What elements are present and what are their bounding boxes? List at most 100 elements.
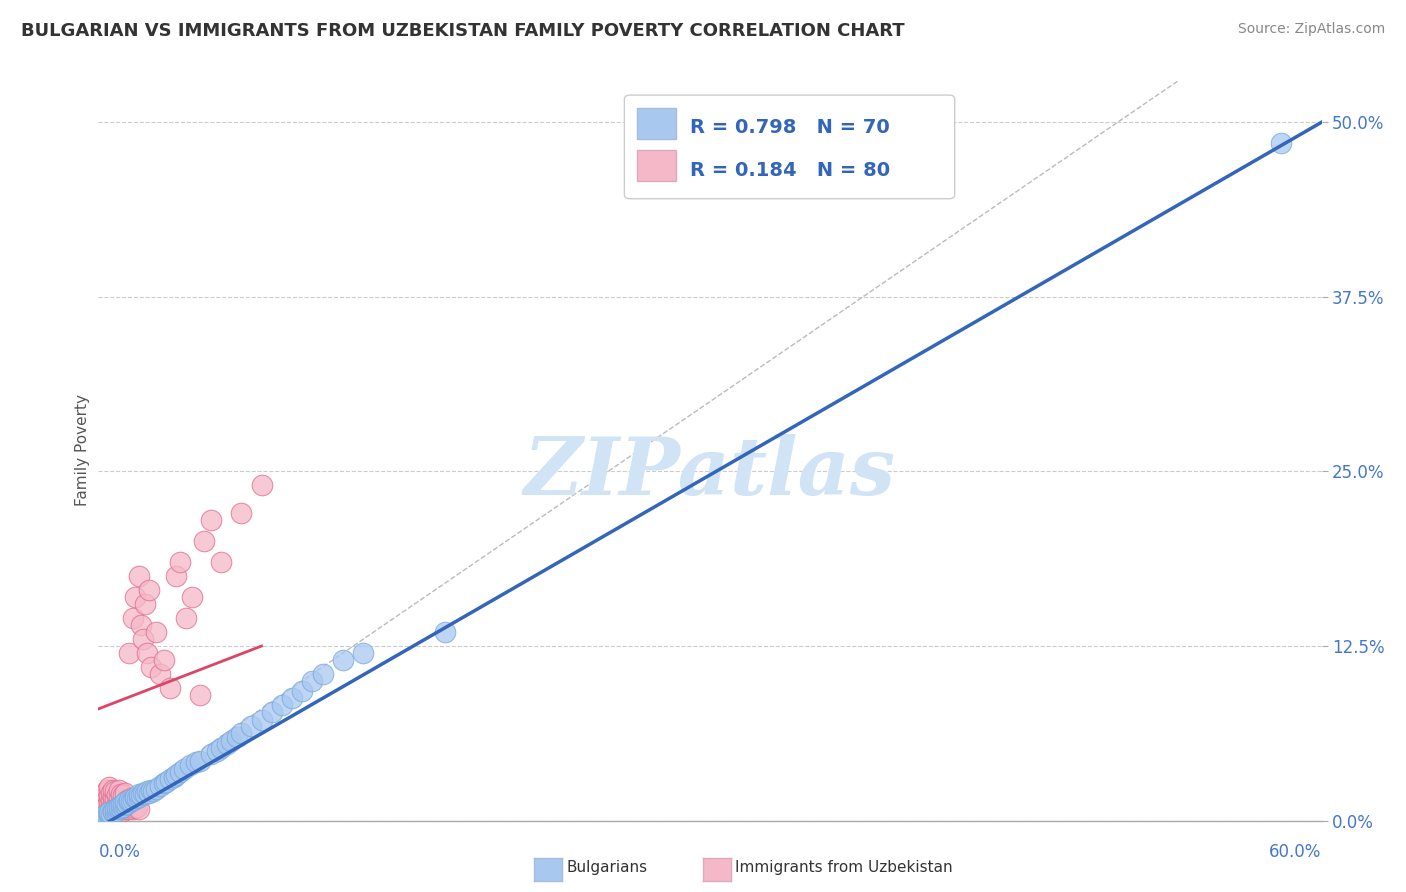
Point	[114, 796, 136, 810]
Text: BULGARIAN VS IMMIGRANTS FROM UZBEKISTAN FAMILY POVERTY CORRELATION CHART: BULGARIAN VS IMMIGRANTS FROM UZBEKISTAN …	[21, 22, 904, 40]
FancyBboxPatch shape	[624, 95, 955, 199]
Point	[1270, 136, 1292, 150]
Point	[145, 625, 167, 640]
Point	[179, 757, 201, 772]
Point	[250, 478, 273, 492]
Point	[163, 770, 186, 784]
Point	[332, 653, 354, 667]
Point	[100, 786, 122, 800]
Point	[145, 781, 167, 796]
FancyBboxPatch shape	[637, 108, 676, 139]
Point	[149, 667, 172, 681]
Point	[108, 799, 131, 814]
Point	[152, 776, 174, 790]
Point	[96, 797, 118, 811]
Point	[114, 786, 136, 800]
Point	[104, 784, 127, 798]
Point	[114, 798, 136, 813]
Point	[115, 801, 138, 815]
Point	[93, 808, 115, 822]
Point	[105, 789, 128, 803]
Point	[122, 802, 145, 816]
Point	[132, 632, 155, 646]
Point	[100, 799, 122, 814]
Point	[281, 690, 304, 705]
Point	[128, 789, 150, 804]
Point	[122, 611, 145, 625]
Point	[91, 797, 114, 811]
Point	[89, 799, 111, 814]
Point	[120, 791, 142, 805]
Point	[108, 805, 131, 820]
Point	[127, 791, 149, 805]
Point	[291, 683, 314, 698]
Text: Source: ZipAtlas.com: Source: ZipAtlas.com	[1237, 22, 1385, 37]
Point	[111, 804, 134, 818]
Point	[108, 802, 131, 816]
Point	[250, 713, 273, 727]
Point	[165, 569, 187, 583]
Point	[124, 801, 146, 815]
Point	[114, 802, 136, 816]
Point	[134, 787, 156, 801]
Point	[108, 791, 131, 805]
Point	[96, 783, 118, 797]
Point	[352, 646, 374, 660]
Point	[97, 789, 120, 803]
Point	[104, 805, 127, 820]
Point	[118, 646, 141, 660]
Point	[226, 730, 249, 744]
Point	[136, 646, 159, 660]
Point	[215, 737, 238, 751]
Point	[105, 801, 128, 815]
Point	[240, 719, 263, 733]
Point	[138, 583, 160, 598]
Point	[200, 513, 222, 527]
Point	[136, 784, 159, 798]
Point	[91, 804, 114, 818]
Point	[96, 789, 118, 803]
Point	[105, 804, 128, 818]
Point	[97, 808, 120, 822]
Point	[434, 625, 457, 640]
Point	[111, 799, 134, 814]
Point	[152, 653, 174, 667]
Point	[209, 555, 232, 569]
Point	[129, 618, 152, 632]
Point	[93, 806, 115, 821]
Point	[115, 793, 138, 807]
Point	[97, 780, 120, 794]
Point	[111, 797, 134, 811]
Point	[93, 786, 115, 800]
Point	[101, 804, 124, 818]
Point	[93, 809, 115, 823]
Point	[141, 660, 163, 674]
Point	[111, 797, 134, 811]
Point	[96, 804, 118, 818]
Point	[165, 767, 187, 781]
Point	[138, 786, 160, 800]
Point	[134, 597, 156, 611]
Point	[142, 784, 165, 798]
Text: R = 0.184   N = 80: R = 0.184 N = 80	[690, 161, 890, 180]
Point	[105, 797, 128, 811]
Point	[231, 725, 253, 739]
Point	[231, 506, 253, 520]
Point	[155, 774, 177, 789]
Point	[89, 806, 111, 821]
Point	[193, 534, 215, 549]
Point	[128, 787, 150, 801]
Point	[104, 791, 127, 805]
Point	[149, 779, 172, 793]
Text: Bulgarians: Bulgarians	[567, 860, 648, 874]
Point	[101, 805, 124, 820]
Text: Immigrants from Uzbekistan: Immigrants from Uzbekistan	[735, 860, 953, 874]
Point	[205, 744, 228, 758]
Point	[159, 772, 181, 786]
Point	[159, 681, 181, 695]
Point	[101, 783, 124, 797]
Point	[101, 789, 124, 804]
Point	[174, 611, 197, 625]
Point	[110, 801, 132, 815]
Point	[118, 793, 141, 807]
